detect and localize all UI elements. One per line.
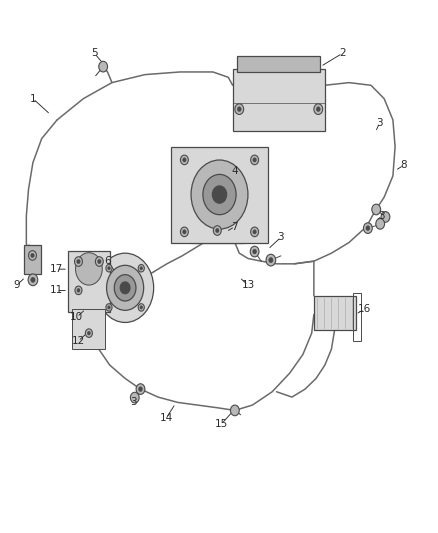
- Circle shape: [250, 227, 258, 237]
- Circle shape: [136, 384, 145, 394]
- Circle shape: [75, 286, 82, 295]
- Circle shape: [250, 155, 258, 165]
- Text: 15: 15: [215, 419, 228, 429]
- Text: 3: 3: [277, 232, 284, 242]
- Circle shape: [74, 257, 82, 266]
- Circle shape: [252, 158, 256, 162]
- Text: 12: 12: [71, 336, 85, 346]
- Circle shape: [202, 174, 236, 215]
- Circle shape: [106, 265, 143, 310]
- Circle shape: [130, 392, 139, 403]
- Circle shape: [107, 266, 110, 270]
- Text: 5: 5: [91, 49, 98, 58]
- Circle shape: [375, 219, 384, 229]
- Circle shape: [114, 274, 136, 301]
- Circle shape: [95, 257, 103, 266]
- Circle shape: [363, 223, 371, 233]
- Text: 8: 8: [399, 160, 406, 170]
- Circle shape: [234, 104, 243, 115]
- Bar: [237, 56, 320, 72]
- Circle shape: [138, 264, 144, 272]
- Bar: [232, 69, 324, 131]
- Text: 17: 17: [49, 264, 63, 274]
- Circle shape: [140, 266, 142, 270]
- Text: 16: 16: [357, 304, 370, 314]
- Circle shape: [315, 107, 320, 111]
- Text: 10: 10: [70, 312, 83, 322]
- Circle shape: [230, 405, 239, 416]
- Text: 6: 6: [104, 256, 111, 266]
- Circle shape: [99, 61, 107, 72]
- Text: 3: 3: [378, 211, 385, 221]
- Circle shape: [138, 304, 144, 311]
- Circle shape: [182, 158, 186, 162]
- Text: 9: 9: [13, 280, 20, 290]
- Text: 11: 11: [49, 286, 63, 295]
- Circle shape: [106, 264, 112, 272]
- Text: 13: 13: [241, 280, 254, 290]
- Text: 1: 1: [29, 94, 36, 103]
- Circle shape: [96, 253, 153, 322]
- Circle shape: [250, 246, 258, 257]
- Circle shape: [180, 155, 188, 165]
- Circle shape: [237, 107, 241, 111]
- Circle shape: [265, 254, 275, 266]
- Circle shape: [252, 230, 256, 234]
- Bar: [68, 251, 110, 312]
- Circle shape: [75, 253, 102, 285]
- Circle shape: [182, 230, 186, 234]
- Text: 3: 3: [375, 118, 382, 127]
- Circle shape: [371, 204, 380, 215]
- Circle shape: [77, 288, 80, 292]
- Circle shape: [31, 277, 35, 282]
- Circle shape: [215, 228, 219, 233]
- Circle shape: [252, 249, 256, 254]
- Circle shape: [180, 227, 188, 237]
- Circle shape: [87, 331, 90, 335]
- Circle shape: [213, 225, 221, 236]
- Text: 2: 2: [338, 49, 345, 58]
- Circle shape: [97, 260, 101, 264]
- Circle shape: [106, 304, 112, 311]
- Circle shape: [268, 257, 272, 263]
- Circle shape: [212, 186, 226, 203]
- Text: 7: 7: [231, 222, 238, 231]
- Circle shape: [140, 306, 142, 309]
- Circle shape: [191, 160, 247, 229]
- Circle shape: [107, 306, 110, 309]
- Text: 3: 3: [130, 398, 137, 407]
- Circle shape: [77, 260, 80, 264]
- Circle shape: [365, 226, 369, 231]
- Circle shape: [28, 274, 38, 286]
- Circle shape: [138, 387, 142, 391]
- Circle shape: [380, 212, 389, 222]
- Circle shape: [31, 253, 34, 257]
- Circle shape: [28, 251, 36, 260]
- Circle shape: [120, 282, 130, 294]
- Bar: [24, 245, 41, 274]
- Bar: [353, 293, 360, 341]
- Text: 14: 14: [159, 414, 172, 423]
- Circle shape: [85, 329, 92, 337]
- Bar: [171, 147, 267, 243]
- Bar: [72, 309, 105, 349]
- Text: 4: 4: [231, 166, 238, 175]
- Circle shape: [313, 104, 322, 115]
- Bar: [313, 296, 355, 330]
